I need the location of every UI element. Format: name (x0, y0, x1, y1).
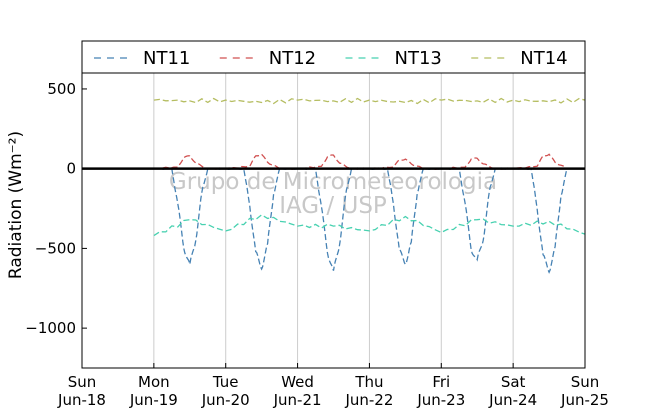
y-axis-label: Radiation (Wm⁻²) (6, 131, 26, 279)
y-tick-label: −500 (35, 239, 76, 257)
x-tick-label-day: Sun (571, 373, 600, 391)
x-tick-label-date: Jun-19 (129, 391, 178, 409)
plot-frame (81, 72, 586, 369)
x-tick-label-day: Wed (281, 373, 314, 391)
legend-box (81, 40, 586, 74)
x-tick-label-day: Tue (212, 373, 239, 391)
series-line-nt13 (153, 214, 586, 237)
legend-label-nt14: NT14 (520, 48, 567, 69)
legend: NT11 NT12 NT13 NT14 (81, 40, 586, 74)
axis-layer: SunJun-18MonJun-19TueJun-20WedJun-21ThuJ… (25, 80, 609, 409)
x-tick-label-day: Sun (68, 373, 97, 391)
legend-label-nt13: NT13 (395, 48, 442, 69)
series-line-nt12 (153, 153, 568, 170)
x-tick-label-date: Jun-22 (344, 391, 393, 409)
x-tick-label-day: Mon (138, 373, 170, 391)
x-tick-label-date: Jun-25 (560, 391, 609, 409)
watermark-line-2: IAG / USP (279, 193, 387, 219)
grid-layer (153, 73, 514, 368)
legend-label-nt12: NT12 (269, 48, 316, 69)
x-tick-label-date: Jun-23 (416, 391, 465, 409)
x-tick-label-day: Sat (501, 373, 526, 391)
y-tick-label: −1000 (25, 319, 76, 337)
legend-label-nt11: NT11 (143, 48, 190, 69)
x-tick-label-day: Thu (354, 373, 383, 391)
x-tick-label-day: Fri (432, 373, 450, 391)
watermark: Grupo de Micrometeorologia IAG / USP (169, 169, 497, 219)
x-tick-label-date: Jun-21 (273, 391, 322, 409)
x-tick-label-date: Jun-24 (488, 391, 537, 409)
x-tick-label-date: Jun-18 (57, 391, 106, 409)
y-tick-label: 500 (47, 80, 76, 98)
y-tick-label: 0 (66, 160, 76, 178)
watermark-line-1: Grupo de Micrometeorologia (169, 169, 497, 195)
x-tick-label-date: Jun-20 (201, 391, 250, 409)
series-line-nt14 (153, 97, 586, 105)
